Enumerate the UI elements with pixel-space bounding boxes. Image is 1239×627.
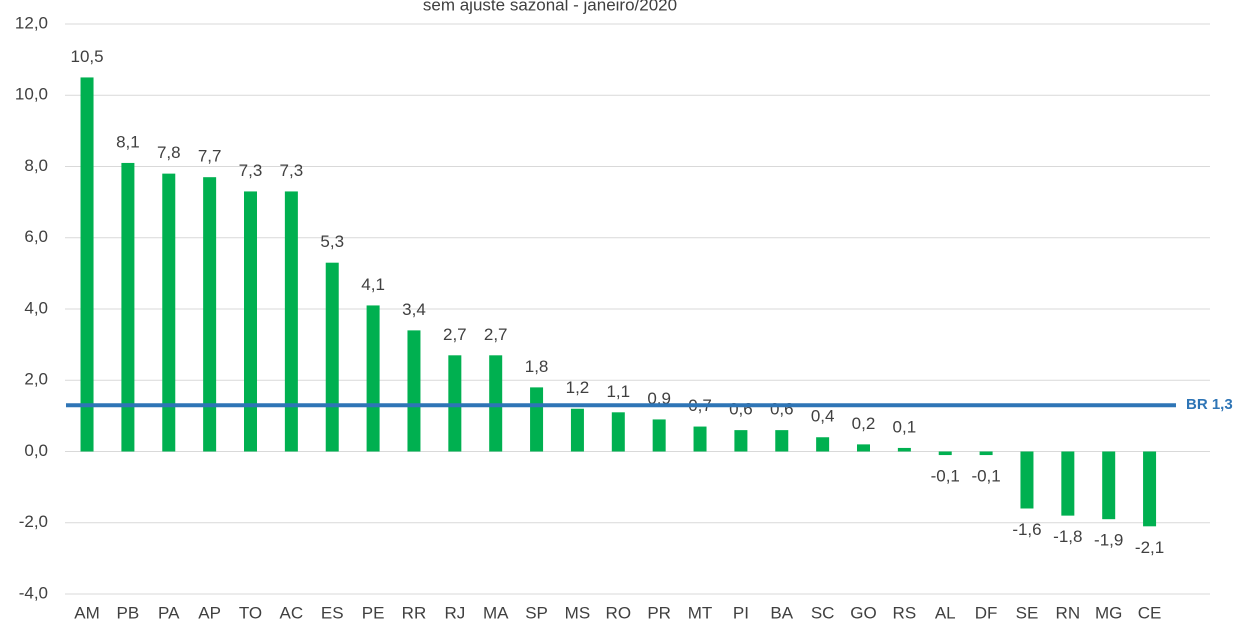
bar xyxy=(366,305,380,452)
bar xyxy=(938,451,952,456)
bar xyxy=(979,451,993,456)
x-tick-label: AP xyxy=(198,603,221,622)
value-label: 0,2 xyxy=(852,414,876,433)
x-tick-label: MA xyxy=(483,603,509,622)
x-tick-label: SC xyxy=(811,603,835,622)
x-tick-label: PA xyxy=(158,603,180,622)
value-label: 8,1 xyxy=(116,132,140,151)
bar xyxy=(80,77,94,452)
value-label: -2,1 xyxy=(1135,538,1164,557)
value-label: 0,6 xyxy=(770,400,794,419)
value-label: 5,3 xyxy=(320,232,344,251)
y-tick-label: 4,0 xyxy=(24,298,48,317)
x-tick-label: SP xyxy=(525,603,548,622)
value-label: -0,1 xyxy=(971,467,1000,486)
value-label: 0,1 xyxy=(893,417,917,436)
x-tick-label: AC xyxy=(280,603,304,622)
value-label: 2,7 xyxy=(484,325,508,344)
x-tick-label: MS xyxy=(565,603,591,622)
value-label: -1,6 xyxy=(1012,520,1041,539)
x-tick-label: DF xyxy=(975,603,998,622)
x-tick-label: RR xyxy=(402,603,427,622)
value-label: 0,9 xyxy=(647,389,671,408)
value-label: 1,1 xyxy=(606,382,630,401)
x-tick-label: BA xyxy=(770,603,793,622)
value-label: 0,4 xyxy=(811,407,835,426)
bar xyxy=(897,447,911,452)
x-tick-label: RN xyxy=(1056,603,1081,622)
x-tick-label: PB xyxy=(117,603,140,622)
bar xyxy=(693,426,707,452)
bar xyxy=(244,191,257,452)
y-tick-label: 2,0 xyxy=(24,370,48,389)
x-tick-label: TO xyxy=(239,603,262,622)
bar xyxy=(1143,451,1157,527)
y-tick-label: 6,0 xyxy=(24,227,48,246)
bar xyxy=(816,437,830,452)
x-tick-label: PE xyxy=(362,603,385,622)
bar xyxy=(775,430,789,452)
y-tick-label: 0,0 xyxy=(24,441,48,460)
y-tick-label: 8,0 xyxy=(24,156,48,175)
x-tick-label: CE xyxy=(1138,603,1162,622)
bar xyxy=(1020,451,1034,509)
x-tick-label: MG xyxy=(1095,603,1122,622)
x-tick-label: AM xyxy=(74,603,100,622)
bar xyxy=(284,191,298,452)
value-label: 4,1 xyxy=(361,275,385,294)
value-label: 2,7 xyxy=(443,325,467,344)
bar xyxy=(570,408,584,452)
value-label: -1,8 xyxy=(1053,527,1082,546)
bar xyxy=(1061,451,1075,516)
value-label: -0,1 xyxy=(931,467,960,486)
value-label: -1,9 xyxy=(1094,531,1123,550)
bar xyxy=(407,330,421,452)
value-label: 7,3 xyxy=(280,161,304,180)
bar xyxy=(1102,451,1116,520)
chart-title: sem ajuste sazonal - janeiro/2020 xyxy=(423,0,677,14)
x-tick-label: GO xyxy=(850,603,876,622)
bar xyxy=(162,173,176,452)
value-label: 1,2 xyxy=(566,378,590,397)
value-label: 7,3 xyxy=(239,161,263,180)
bar xyxy=(734,430,748,452)
bar xyxy=(530,387,544,452)
bar xyxy=(325,262,339,452)
value-label: 0,6 xyxy=(729,400,753,419)
value-label: 7,7 xyxy=(198,147,222,166)
bar xyxy=(611,412,625,452)
x-tick-label: RO xyxy=(606,603,632,622)
x-tick-label: PR xyxy=(647,603,671,622)
value-label: 1,8 xyxy=(525,357,549,376)
value-label: 10,5 xyxy=(70,47,103,66)
y-tick-label: 10,0 xyxy=(15,85,48,104)
y-tick-label: -4,0 xyxy=(19,583,48,602)
y-tick-label: -2,0 xyxy=(19,512,48,531)
x-tick-label: PI xyxy=(733,603,749,622)
x-tick-label: SE xyxy=(1016,603,1039,622)
bar xyxy=(652,419,666,452)
y-tick-label: 12,0 xyxy=(15,13,48,32)
x-tick-label: ES xyxy=(321,603,344,622)
value-label: 7,8 xyxy=(157,143,181,162)
value-label: 3,4 xyxy=(402,300,426,319)
x-tick-label: MT xyxy=(688,603,713,622)
x-tick-label: RJ xyxy=(444,603,465,622)
x-tick-label: RS xyxy=(893,603,917,622)
bar xyxy=(203,177,217,452)
bar xyxy=(121,162,135,452)
bar xyxy=(857,444,870,452)
x-tick-label: AL xyxy=(935,603,956,622)
reference-label: BR 1,3 xyxy=(1186,396,1233,413)
